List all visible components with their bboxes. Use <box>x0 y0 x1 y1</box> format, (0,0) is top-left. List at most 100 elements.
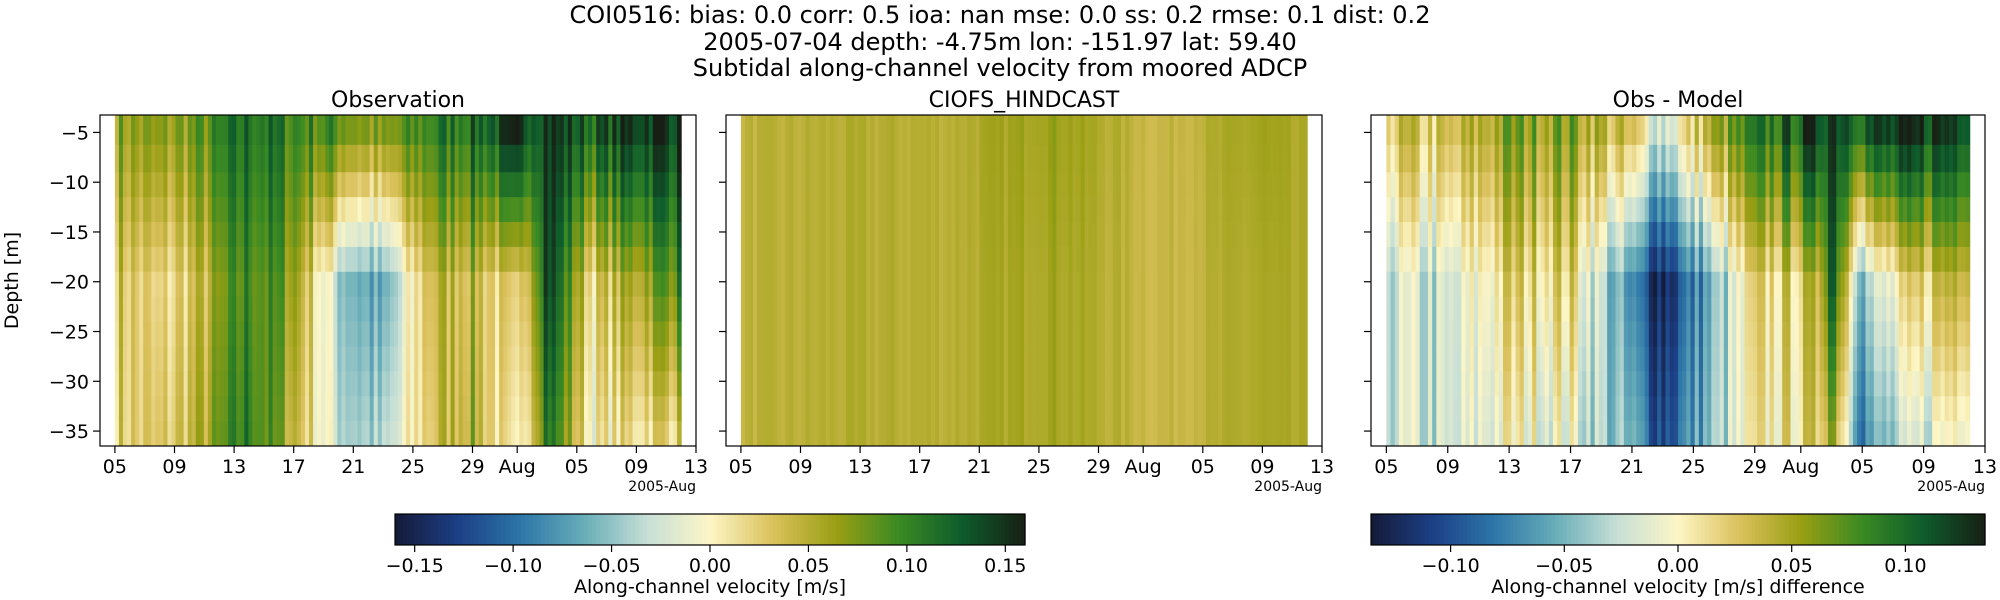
heatmap-cell <box>753 222 758 248</box>
heatmap-cell <box>1056 396 1061 422</box>
heatmap-cell <box>793 296 799 323</box>
heatmap-cell <box>640 115 646 146</box>
heatmap-cell <box>575 246 581 273</box>
heatmap-cell <box>1003 321 1009 347</box>
heatmap-cell <box>543 321 549 347</box>
heatmap-cell <box>462 396 468 422</box>
heatmap-cell <box>1436 371 1442 397</box>
heatmap-cell <box>1494 144 1500 173</box>
heatmap-cell <box>874 144 879 173</box>
heatmap-cell <box>1519 321 1525 347</box>
heatmap-cell <box>470 115 476 146</box>
heatmap-cell <box>1753 222 1758 248</box>
heatmap-cell <box>1125 144 1130 173</box>
heatmap-cell <box>151 115 156 146</box>
heatmap-cell <box>1748 144 1754 173</box>
heatmap-cell <box>1278 172 1284 198</box>
heatmap-cell <box>216 321 221 347</box>
heatmap-cell <box>809 271 815 298</box>
heatmap-cell <box>1197 371 1203 397</box>
heatmap-cell <box>785 197 791 223</box>
heatmap-cell <box>995 396 1001 422</box>
heatmap-cell <box>604 321 609 347</box>
heatmap-cell <box>664 197 670 223</box>
heatmap-cell <box>1234 371 1239 397</box>
heatmap-cell <box>503 197 508 223</box>
heatmap-cell <box>207 222 213 248</box>
heatmap-cell <box>1201 246 1207 273</box>
heatmap-cell <box>1407 222 1412 248</box>
heatmap-cell <box>1465 115 1471 146</box>
heatmap-cell <box>1169 246 1175 273</box>
heatmap-cell <box>1007 371 1013 397</box>
heatmap-cell <box>748 396 754 422</box>
heatmap-cell <box>1515 144 1521 173</box>
heatmap-cell <box>620 371 626 397</box>
heatmap-cell <box>547 371 553 397</box>
heatmap-cell <box>1703 296 1708 323</box>
heatmap-cell <box>999 144 1005 173</box>
heatmap-cell <box>211 421 217 447</box>
heatmap-cell <box>304 115 310 146</box>
heatmap-cell <box>1578 421 1583 447</box>
heatmap-cell <box>1440 222 1446 248</box>
heatmap-cell <box>511 371 516 397</box>
heatmap-cell <box>345 396 351 422</box>
heatmap-cell <box>450 246 456 273</box>
heatmap-cell <box>1465 271 1471 298</box>
heatmap-cell <box>1108 246 1114 273</box>
heatmap-cell <box>1185 371 1191 397</box>
heatmap-cell <box>442 222 448 248</box>
heatmap-cell <box>199 144 205 173</box>
heatmap-cell <box>1024 421 1029 447</box>
heatmap-cell <box>1274 144 1280 173</box>
heatmap-cell <box>939 197 944 223</box>
heatmap-cell <box>1744 197 1750 223</box>
heatmap-cell <box>1084 246 1090 273</box>
heatmap-cell <box>1104 115 1110 146</box>
heatmap-cell <box>450 115 456 146</box>
heatmap-cell <box>846 346 851 372</box>
heatmap-cell <box>983 172 989 198</box>
heatmap-cell <box>1052 396 1057 422</box>
heatmap-cell <box>673 271 678 298</box>
heatmap-cell <box>1303 172 1308 198</box>
heatmap-cell <box>349 144 355 173</box>
heatmap-cell <box>1782 144 1787 173</box>
heatmap-cell <box>345 246 351 273</box>
heatmap-cell <box>809 144 815 173</box>
heatmap-cell <box>1765 346 1771 372</box>
heatmap-cell <box>612 321 617 347</box>
heatmap-cell <box>1137 296 1142 323</box>
heatmap-cell <box>616 271 622 298</box>
heatmap-cell <box>1386 172 1392 198</box>
heatmap-cell <box>1242 396 1248 422</box>
heatmap-cell <box>995 197 1001 223</box>
heatmap-cell <box>1478 115 1483 146</box>
heatmap-cell <box>515 346 520 372</box>
heatmap-cell <box>1548 115 1554 146</box>
heatmap-cell <box>1586 144 1592 173</box>
heatmap-cell <box>1177 246 1183 273</box>
heatmap-cell <box>1064 144 1070 173</box>
heatmap-cell <box>458 144 464 173</box>
heatmap-cell <box>1473 172 1479 198</box>
heatmap-cell <box>1258 346 1264 372</box>
heatmap-cell <box>1494 321 1500 347</box>
heatmap-cell <box>551 144 557 173</box>
heatmap-cell <box>260 346 266 372</box>
heatmap-cell <box>1104 396 1110 422</box>
heatmap-cell <box>1573 115 1579 146</box>
heatmap-cell <box>1769 421 1775 447</box>
heatmap-cell <box>1028 271 1033 298</box>
heatmap-cell <box>640 321 646 347</box>
heatmap-cell <box>801 321 807 347</box>
heatmap-cell <box>842 246 847 273</box>
heatmap-cell <box>426 271 431 298</box>
heatmap-cell <box>1761 321 1767 347</box>
heatmap-cell <box>1161 346 1167 372</box>
heatmap-cell <box>987 396 993 422</box>
heatmap-cell <box>527 321 533 347</box>
heatmap-cell <box>918 222 924 248</box>
heatmap-cell <box>268 371 274 397</box>
